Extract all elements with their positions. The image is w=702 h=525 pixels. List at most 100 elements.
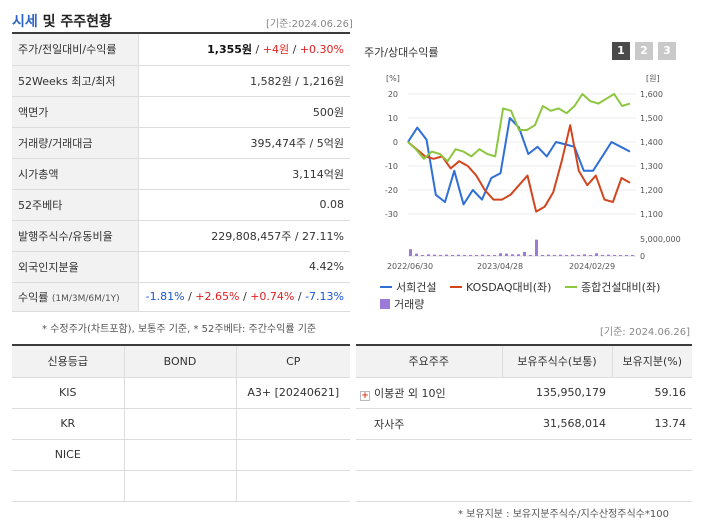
axis-ticks: [%] [원] 20 1,600 10 1,500 0 1,400 -10 1,300 -20 1,2… [385, 74, 681, 271]
series-line-1 [407, 124, 631, 213]
volume-row: 거래량/거래대금 395,474주 / 5억원 [12, 127, 350, 159]
volume-bar [529, 254, 532, 256]
credit-header-bond: BOND [124, 344, 237, 378]
shares-row: 발행주식수/유동비율 229,808,457주 / 27.11% [12, 220, 350, 252]
volume-bar [547, 254, 550, 256]
holder-shares [502, 439, 612, 471]
volume-bar [511, 254, 514, 256]
foreign-label: 외국인지분율 [12, 251, 139, 283]
holder-name-cell[interactable]: + 이봉관 외 10인 [356, 377, 502, 409]
volume-tick-label: 0 [640, 252, 645, 261]
shareholders-table: 주요주주 보유주식수(보통) 보유지분(%) + 이봉관 외 10인 135,95… [356, 344, 692, 502]
volume-bar [589, 254, 592, 256]
left-tick-label: 10 [388, 114, 398, 123]
chart-tab-2[interactable]: 2 [635, 42, 653, 60]
volume-bar [577, 254, 580, 256]
price-rate: +0.30% [299, 43, 344, 57]
price-info-table: 주가/전일대비/수익률 1,355원 / +4원 / +0.30% 52Week… [12, 34, 350, 312]
holder-name-cell [356, 470, 502, 502]
credit-agency: KR [12, 408, 125, 440]
left-tick-label: -20 [385, 186, 398, 195]
shares-value: 229,808,457주 / 27.11% [138, 220, 350, 252]
volume-bar [463, 254, 466, 256]
credit-agency: NICE [12, 439, 125, 471]
week52-label: 52Weeks 최고/최저 [12, 65, 139, 97]
page-title: 시세 및 주주현황 [12, 11, 112, 31]
credit-cp [236, 470, 350, 502]
mcap-value: 3,114억원 [138, 158, 350, 190]
volume-bar [523, 251, 526, 256]
holder-name: 자사주 [374, 417, 405, 431]
table-row: KIS A3+ [20240621] [12, 377, 350, 409]
volume-bar [583, 254, 586, 256]
credit-header-agency: 신용등급 [12, 344, 125, 378]
chart-tab-3[interactable]: 3 [658, 42, 676, 60]
x-tick-label: 2024/02/29 [569, 262, 615, 271]
volume-bar [445, 254, 448, 256]
legend-item-seohee: 서희건설 [380, 279, 436, 296]
sep-2: / [292, 43, 297, 57]
left-tick-label: 0 [393, 138, 398, 147]
legend-item-construction: 종합건설대비(좌) [564, 279, 661, 296]
volume-bar [439, 254, 442, 256]
holder-ratio: 13.74 [612, 408, 692, 440]
return-value-cell: -1.81% / +2.65% / +0.74% / -7.13% [138, 282, 350, 312]
par-value: 500원 [138, 96, 350, 128]
credit-bond [124, 470, 237, 502]
header-divider [12, 32, 350, 34]
return-label-cell: 수익률 (1M/3M/6M/1Y) [12, 282, 139, 312]
holder-ratio [612, 470, 692, 502]
volume-bar [565, 254, 568, 256]
chart-tabs: 1 2 3 [612, 42, 676, 60]
volume-bar [601, 254, 604, 256]
volume-label: 거래량/거래대금 [12, 127, 139, 159]
stock-chart: [%] [원] 20 1,600 10 1,500 0 1,400 -10 1,300 -20 1,2… [385, 74, 681, 271]
foreign-row: 외국인지분율 4.42% [12, 251, 350, 283]
holders-header-shares: 보유주식수(보통) [502, 344, 613, 378]
chart-tab-1[interactable]: 1 [612, 42, 630, 60]
table-row: 자사주 31,568,014 13.74 [356, 408, 692, 440]
legend-label-volume: 거래량 [394, 297, 425, 311]
price-row: 주가/전일대비/수익률 1,355원 / +4원 / +0.30% [12, 34, 350, 66]
expand-plus-icon[interactable]: + [360, 390, 370, 401]
volume-tick-label: 5,000,000 [640, 235, 681, 244]
credit-rating-table: 신용등급 BOND CP KIS A3+ [20240621] KR NICE [12, 344, 350, 502]
credit-bond [124, 439, 237, 471]
volume-bar [469, 254, 472, 256]
price-note: * 수정주가(차트포함), 보통주 기준, * 52주베타: 주간수익률 기준 [42, 324, 317, 335]
par-row: 액면가 500원 [12, 96, 350, 128]
left-tick-label: 20 [388, 90, 398, 99]
sep-3: / [188, 290, 192, 303]
par-label: 액면가 [12, 96, 139, 128]
chart-grid [408, 93, 636, 257]
right-tick-label: 1,100 [640, 210, 663, 219]
volume-bar [535, 239, 538, 256]
volume-bar [553, 254, 556, 256]
volume-bar [409, 249, 412, 256]
right-tick-label: 1,600 [640, 90, 663, 99]
legend-swatch-seohee [380, 286, 392, 288]
table-row [356, 470, 692, 502]
legend-label-construction: 종합건설대비(좌) [580, 280, 661, 294]
holder-ratio [612, 439, 692, 471]
mcap-row: 시가총액 3,114억원 [12, 158, 350, 190]
legend-swatch-volume [380, 299, 390, 309]
volume-bar [487, 254, 490, 256]
price-label: 주가/전일대비/수익률 [12, 34, 139, 66]
volume-bar [493, 254, 496, 256]
shares-label: 발행주식수/유동비율 [12, 220, 139, 252]
beta-row: 52주베타 0.08 [12, 189, 350, 221]
right-tick-label: 1,300 [640, 162, 663, 171]
right-axis-unit: [원] [646, 74, 660, 83]
holder-shares [502, 470, 612, 502]
holders-note: * 보유지분 : 보유지분주식수/지수산정주식수*100 [458, 509, 669, 520]
volume-value: 395,474주 / 5억원 [138, 127, 350, 159]
right-tick-label: 1,200 [640, 186, 663, 195]
legend-label-seohee: 서희건설 [396, 280, 437, 294]
credit-agency: KIS [12, 377, 125, 409]
volume-bar [625, 254, 628, 256]
table-row [356, 439, 692, 471]
price-change: +4원 [262, 43, 290, 57]
volume-bar [481, 254, 484, 256]
week52-value: 1,582원 / 1,216원 [138, 65, 350, 97]
